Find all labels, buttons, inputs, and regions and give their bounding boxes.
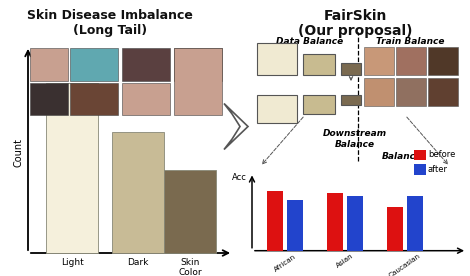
- Text: Balance: Balance: [382, 152, 422, 161]
- Bar: [70, 48, 118, 81]
- Bar: [414, 164, 426, 175]
- Text: Skin
Color: Skin Color: [178, 258, 202, 276]
- Text: Acc: Acc: [232, 172, 247, 182]
- Text: Train Balance: Train Balance: [376, 37, 444, 46]
- Bar: [267, 191, 283, 251]
- Text: before: before: [428, 150, 455, 159]
- Bar: [174, 48, 222, 81]
- Bar: [428, 78, 458, 106]
- Bar: [122, 83, 170, 115]
- FancyBboxPatch shape: [341, 63, 361, 75]
- Bar: [347, 195, 363, 251]
- Bar: [396, 78, 426, 106]
- FancyBboxPatch shape: [303, 95, 335, 114]
- Bar: [122, 48, 170, 81]
- Bar: [396, 47, 426, 75]
- Bar: [174, 48, 222, 115]
- Text: Count: Count: [13, 138, 23, 167]
- FancyBboxPatch shape: [303, 54, 335, 75]
- Text: Data Balance: Data Balance: [276, 37, 344, 46]
- Text: (Our proposal): (Our proposal): [298, 24, 412, 38]
- Text: (Long Tail): (Long Tail): [73, 24, 147, 37]
- Bar: [46, 83, 98, 253]
- Text: Balance: Balance: [335, 140, 375, 149]
- Text: African: African: [273, 253, 297, 272]
- Text: Downstream: Downstream: [323, 129, 387, 138]
- Bar: [414, 150, 426, 160]
- Bar: [428, 47, 458, 75]
- FancyBboxPatch shape: [257, 95, 297, 123]
- Bar: [70, 83, 118, 115]
- Bar: [112, 132, 164, 253]
- Bar: [327, 193, 343, 251]
- Bar: [164, 170, 216, 253]
- Text: Asian: Asian: [335, 253, 355, 269]
- FancyBboxPatch shape: [257, 43, 297, 75]
- Bar: [287, 200, 303, 251]
- Bar: [407, 195, 423, 251]
- Text: Caucasian: Caucasian: [388, 253, 422, 276]
- Bar: [364, 47, 394, 75]
- Text: Light: Light: [61, 258, 83, 267]
- Text: FairSkin: FairSkin: [323, 9, 387, 23]
- FancyBboxPatch shape: [341, 95, 361, 105]
- Text: after: after: [428, 164, 448, 174]
- Bar: [387, 207, 403, 251]
- Text: Skin Disease Imbalance: Skin Disease Imbalance: [27, 9, 193, 22]
- Polygon shape: [224, 104, 248, 150]
- Bar: [30, 48, 68, 81]
- Bar: [30, 83, 68, 115]
- Bar: [364, 78, 394, 106]
- Text: Dark: Dark: [127, 258, 149, 267]
